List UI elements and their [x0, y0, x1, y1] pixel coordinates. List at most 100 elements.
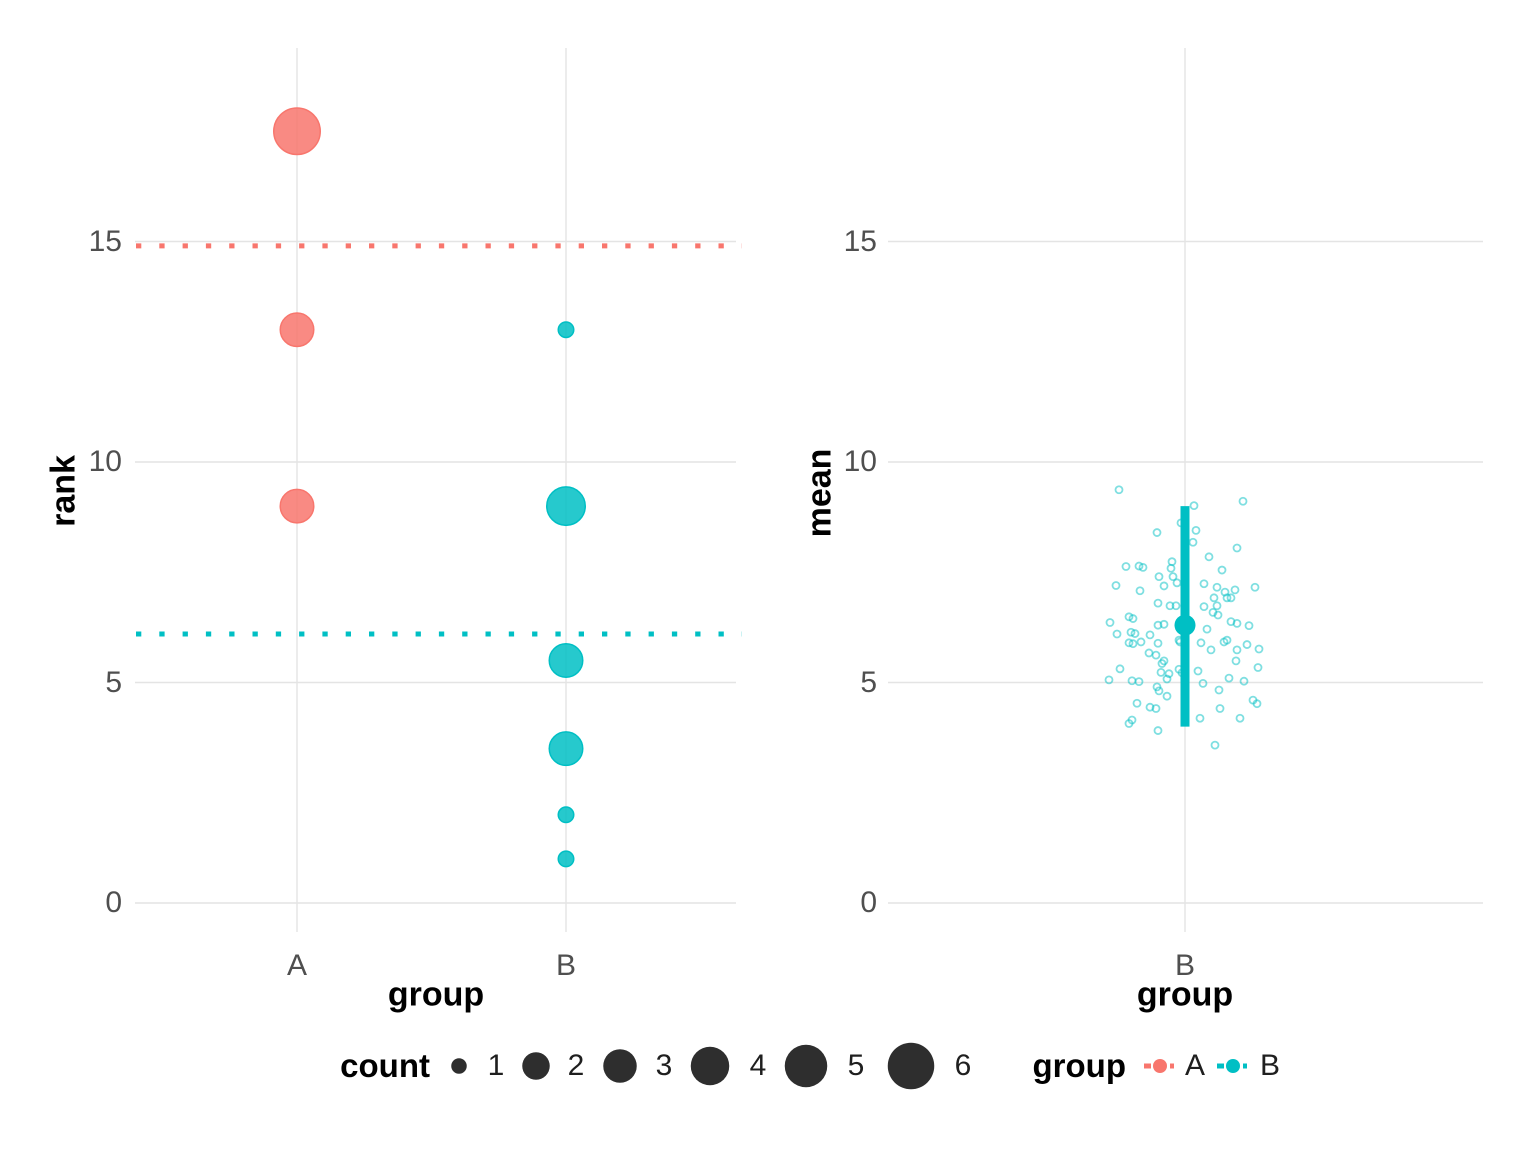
- bubble-B-rank-2: [557, 806, 575, 824]
- jitter-point: [1252, 699, 1262, 709]
- left-y-tick-label: 0: [105, 886, 122, 919]
- jitter-point: [1152, 528, 1162, 537]
- jitter-point: [1209, 593, 1219, 603]
- group-legend-key-dash: [1144, 1063, 1151, 1069]
- left-y-axis-title: rank: [44, 455, 83, 527]
- count-legend-label-1: 1: [487, 1049, 505, 1082]
- count-legend-key-6: [887, 1042, 935, 1090]
- jitter-point: [1222, 635, 1232, 645]
- jitter-point: [1151, 650, 1161, 660]
- right-y-tick-label: 0: [860, 886, 877, 919]
- jitter-point: [1154, 572, 1164, 582]
- bubble-B-rank-1: [557, 850, 575, 868]
- jitter-point: [1112, 629, 1122, 639]
- jitter-point: [1159, 619, 1169, 629]
- bubble-A-rank-9: [279, 488, 315, 524]
- left-x-axis-title: group: [387, 975, 485, 1014]
- jitter-point: [1124, 719, 1134, 728]
- jitter-point: [1199, 579, 1209, 589]
- jitter-point: [1232, 619, 1242, 628]
- jitter-point: [1153, 598, 1163, 608]
- jitter-point: [1217, 565, 1227, 575]
- jitter-point: [1128, 639, 1138, 649]
- jitter-point: [1195, 713, 1205, 723]
- group-legend-key-dash: [1170, 1063, 1174, 1069]
- jitter-point: [1242, 640, 1252, 649]
- count-legend-key-2: [522, 1052, 550, 1080]
- jitter-point: [1220, 587, 1230, 597]
- group-legend-label-A: A: [1184, 1049, 1206, 1082]
- jitter-point: [1167, 557, 1177, 567]
- jitter-point: [1224, 673, 1234, 683]
- jitter-point: [1188, 537, 1198, 547]
- bubble-B-rank-13: [557, 321, 575, 339]
- jitter-point: [1253, 663, 1263, 672]
- jitter-point: [1254, 644, 1264, 654]
- jitter-point: [1145, 630, 1155, 640]
- jitter-point: [1153, 620, 1163, 630]
- count-legend-title: count: [340, 1047, 430, 1084]
- left-y-tick-label: 15: [88, 224, 122, 258]
- jitter-point: [1213, 610, 1223, 620]
- count-legend-label-4: 4: [749, 1049, 767, 1082]
- jitter-point: [1164, 669, 1174, 679]
- jitter-point: [1191, 525, 1201, 535]
- jitter-point: [1239, 676, 1249, 686]
- jitter-point: [1105, 618, 1115, 627]
- jitter-point: [1115, 664, 1125, 674]
- jitter-point: [1212, 582, 1222, 592]
- jitter-point: [1231, 656, 1241, 666]
- count-legend-label-5: 5: [847, 1049, 865, 1082]
- jitter-point: [1232, 543, 1242, 553]
- jitter-point: [1134, 677, 1144, 687]
- jitter-point: [1204, 552, 1214, 562]
- group-legend-title: group: [1032, 1047, 1126, 1084]
- left-y-tick-label: 10: [88, 445, 122, 478]
- jitter-point: [1130, 629, 1140, 638]
- jitter-point: [1244, 621, 1254, 631]
- jitter-point: [1215, 704, 1225, 713]
- count-legend-key-5: [784, 1044, 828, 1088]
- jitter-point: [1132, 698, 1142, 708]
- pointrange-point: [1174, 614, 1196, 636]
- jitter-point: [1206, 645, 1216, 655]
- left-x-tick-label: B: [555, 949, 577, 982]
- jitter-point: [1114, 485, 1124, 495]
- jitter-point: [1162, 691, 1172, 701]
- jitter-point: [1138, 562, 1148, 572]
- jitter-point: [1136, 637, 1146, 647]
- jitter-point: [1199, 602, 1209, 612]
- jitter-point: [1168, 572, 1178, 582]
- jitter-point: [1172, 578, 1182, 588]
- count-legend-label-2: 2: [567, 1049, 585, 1082]
- group-legend-key-dash: [1243, 1063, 1247, 1069]
- jitter-point: [1165, 601, 1175, 611]
- bubble-A-rank-17.5: [273, 107, 321, 156]
- right-y-tick-label: 10: [843, 445, 877, 478]
- bubble-B-rank-3.5: [548, 731, 584, 767]
- jitter-point: [1202, 624, 1212, 634]
- jitter-point: [1135, 586, 1145, 596]
- group-legend-key-dash: [1217, 1063, 1224, 1069]
- right-x-axis-title: group: [1136, 975, 1234, 1014]
- bubble-B-rank-9: [546, 486, 586, 527]
- jitter-point: [1238, 496, 1248, 506]
- jitter-point: [1171, 601, 1181, 611]
- group-legend-key-point-A: [1153, 1059, 1167, 1073]
- jitter-point: [1121, 562, 1131, 571]
- right-y-tick-label: 5: [860, 665, 877, 699]
- count-legend-key-4: [690, 1046, 730, 1086]
- jitter-point: [1128, 614, 1138, 623]
- jitter-point: [1250, 582, 1260, 592]
- jitter-point: [1210, 740, 1220, 750]
- group-legend-key-point-B: [1226, 1059, 1240, 1073]
- right-y-axis-title: mean: [800, 448, 839, 538]
- jitter-point: [1193, 666, 1203, 676]
- right-y-tick-label: 15: [843, 224, 877, 258]
- jitter-point: [1154, 686, 1164, 696]
- jitter-point: [1145, 702, 1155, 712]
- jitter-point: [1159, 581, 1169, 591]
- jitter-point: [1126, 627, 1136, 637]
- jitter-point: [1198, 678, 1208, 688]
